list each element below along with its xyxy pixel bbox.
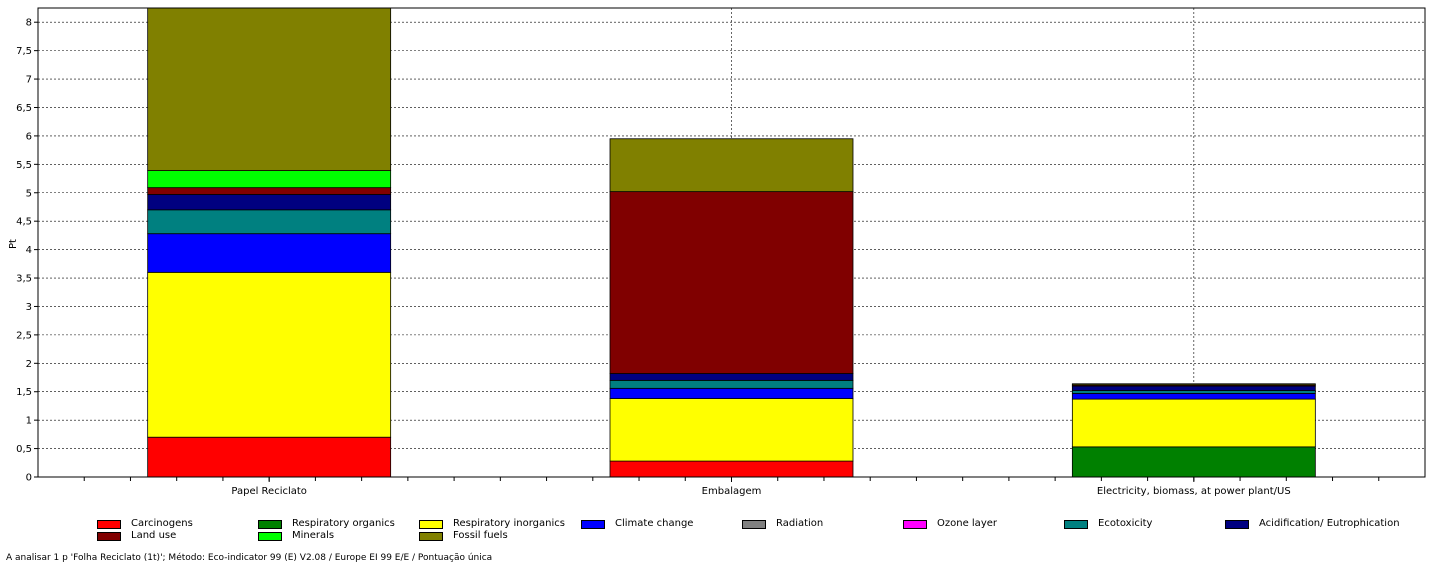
y-tick-label: 1 <box>26 416 32 427</box>
x-category-label: Electricity, biomass, at power plant/US <box>1097 486 1291 497</box>
bars <box>147 7 1316 478</box>
bar-segment <box>609 373 854 381</box>
y-tick-label: 0 <box>26 473 32 484</box>
legend-swatch <box>258 532 282 541</box>
bar-segment <box>147 7 392 171</box>
legend-label: Acidification/ Eutrophication <box>1259 518 1400 529</box>
legend-swatch <box>581 520 605 529</box>
bar-segment <box>147 194 392 211</box>
legend-swatch <box>903 520 927 529</box>
footer-caption: A analisar 1 p 'Folha Reciclato (1t)'; M… <box>6 553 493 563</box>
bar-segment <box>1071 383 1316 386</box>
bar-segment <box>1071 385 1316 391</box>
legend-swatch <box>97 520 121 529</box>
legend-label: Carcinogens <box>131 518 193 529</box>
bar-segment <box>609 460 854 478</box>
y-tick-label: 5,5 <box>16 160 32 171</box>
y-tick-label: 8 <box>26 18 32 29</box>
y-tick-label: 6 <box>26 131 32 142</box>
bar-segment <box>609 387 854 399</box>
bar-segment <box>1071 398 1316 448</box>
bar-segment <box>609 379 854 389</box>
y-tick-label: 2 <box>26 359 32 370</box>
legend-swatch <box>97 532 121 541</box>
bar-segment <box>147 436 392 478</box>
y-tick-label: 0,5 <box>16 444 32 455</box>
bar-segment <box>147 209 392 235</box>
y-tick-label: 4 <box>26 245 32 256</box>
y-tick-label: 4,5 <box>16 217 32 228</box>
legend-label: Minerals <box>292 530 335 541</box>
bar-segment <box>147 233 392 273</box>
bar-segment <box>147 187 392 195</box>
x-category-label: Embalagem <box>702 486 762 497</box>
bar-segment <box>1071 393 1316 400</box>
y-tick-label: 5 <box>26 188 32 199</box>
chart: 0 0,5 1 1,5 2 2,5 3 3,5 4 4,5 5 5,5 6 6,5 7 7,5 8 Papel … <box>8 7 1426 497</box>
legend-label: Respiratory inorganics <box>453 518 565 529</box>
bar-segment <box>609 138 854 193</box>
y-tick-label: 7,5 <box>16 46 32 57</box>
legend-label: Radiation <box>776 518 824 529</box>
bar-segment <box>609 191 854 374</box>
x-axis: Papel Reciclato Embalagem Electricity, bio… <box>83 477 1380 497</box>
y-axis-label: Pt <box>8 239 19 249</box>
legend-swatch <box>742 520 766 529</box>
legend-label: Respiratory organics <box>292 518 395 529</box>
legend-swatch <box>1064 520 1088 529</box>
y-axis: 0 0,5 1 1,5 2 2,5 3 3,5 4 4,5 5 5,5 6 6,5 7 7,5 8 <box>16 18 38 484</box>
legend-label: Land use <box>131 530 177 541</box>
legend-swatch <box>1225 520 1249 529</box>
y-tick-label: 3,5 <box>16 274 32 285</box>
y-tick-label: 1,5 <box>16 387 32 398</box>
legend-swatch <box>419 532 443 541</box>
legend-swatch <box>258 520 282 529</box>
y-tick-label: 2,5 <box>16 330 32 341</box>
legend-label: Fossil fuels <box>453 530 508 541</box>
y-tick-label: 6,5 <box>16 103 32 114</box>
bar-segment <box>147 271 392 438</box>
y-tick-label: 3 <box>26 302 32 313</box>
bar-segment <box>609 398 854 462</box>
bar-segment <box>1071 446 1316 478</box>
legend-label: Ozone layer <box>937 518 997 529</box>
y-tick-label: 7 <box>26 75 32 86</box>
bar-segment <box>147 170 392 189</box>
legend-swatch <box>419 520 443 529</box>
legend-label: Ecotoxicity <box>1098 518 1153 529</box>
bar-segment <box>1071 390 1316 394</box>
legend-label: Climate change <box>615 518 694 529</box>
x-category-label: Papel Reciclato <box>231 486 307 497</box>
